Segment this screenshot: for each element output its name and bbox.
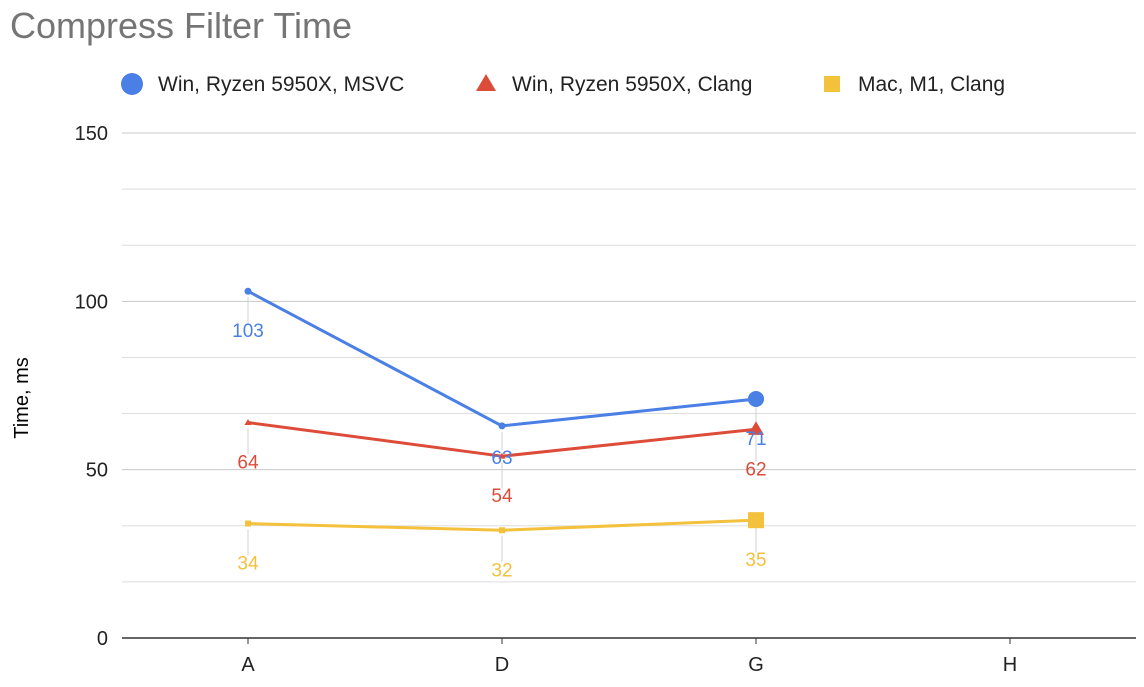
data-point — [498, 422, 506, 430]
data-label: 103 — [232, 321, 264, 342]
series-group — [244, 287, 764, 563]
y-axis-label: Time, ms — [11, 357, 33, 438]
data-point — [245, 520, 251, 527]
legend: Win, Ryzen 5950X, MSVC Win, Ryzen 5950X, … — [121, 73, 1005, 96]
data-label: 64 — [237, 453, 259, 474]
legend-label: Win, Ryzen 5950X, MSVC — [158, 73, 404, 96]
data-label: 54 — [491, 486, 513, 507]
chart-title: Compress Filter Time — [10, 5, 352, 46]
data-point — [498, 452, 506, 459]
series-0 — [244, 287, 764, 450]
y-tick-label: 100 — [75, 291, 108, 313]
data-point — [748, 390, 764, 407]
data-point — [499, 527, 505, 534]
legend-triangle-icon — [476, 74, 496, 91]
data-label: 35 — [745, 550, 766, 571]
x-tick-label: D — [495, 654, 509, 676]
y-tick-label: 150 — [75, 123, 108, 145]
data-labels: 103 63 71 64 54 62 34 32 35 — [232, 321, 766, 581]
data-label: 32 — [491, 560, 512, 581]
legend-item: Mac, M1, Clang — [824, 73, 1005, 96]
data-label: 63 — [491, 448, 512, 469]
data-point — [244, 287, 252, 295]
series-1 — [244, 419, 764, 489]
data-point — [244, 419, 252, 425]
data-point — [748, 512, 764, 529]
legend-circle-icon — [121, 73, 143, 95]
data-point — [748, 421, 764, 435]
data-label: 62 — [745, 459, 766, 480]
grid-lines — [122, 132, 1136, 639]
y-tick-label: 0 — [97, 628, 108, 650]
legend-item: Win, Ryzen 5950X, MSVC — [121, 73, 404, 96]
x-tick-label: H — [1003, 654, 1017, 676]
legend-label: Mac, M1, Clang — [858, 73, 1005, 96]
data-label: 71 — [745, 429, 766, 450]
x-tick-label: G — [748, 654, 764, 676]
data-label: 34 — [237, 554, 259, 575]
legend-label: Win, Ryzen 5950X, Clang — [512, 73, 752, 96]
legend-square-icon — [824, 76, 840, 92]
x-tick-label: A — [241, 654, 255, 676]
y-axis-ticks: 0 50 100 150 — [75, 123, 108, 650]
y-tick-label: 50 — [86, 460, 108, 482]
series-line — [246, 289, 758, 428]
series-2 — [245, 512, 764, 563]
legend-item: Win, Ryzen 5950X, Clang — [476, 73, 752, 96]
